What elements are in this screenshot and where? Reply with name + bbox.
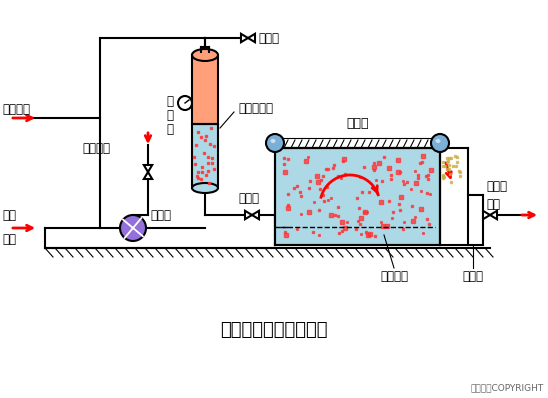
Circle shape <box>120 215 146 241</box>
Text: 东方仿真COPYRIGHT: 东方仿真COPYRIGHT <box>471 383 544 392</box>
Circle shape <box>431 134 449 152</box>
Polygon shape <box>144 165 152 172</box>
Text: 部分溶气气浮工艺流程: 部分溶气气浮工艺流程 <box>220 321 328 339</box>
Circle shape <box>178 96 192 110</box>
Text: 放气阀: 放气阀 <box>258 31 279 45</box>
Text: 气浮池: 气浮池 <box>486 180 507 193</box>
Text: 加压泵: 加压泵 <box>150 209 171 222</box>
Circle shape <box>266 134 284 152</box>
Bar <box>192 55 218 124</box>
Text: 集水系统: 集水系统 <box>380 270 408 283</box>
Polygon shape <box>490 211 497 219</box>
Ellipse shape <box>192 49 218 61</box>
Text: 压
力
表: 压 力 表 <box>167 95 174 136</box>
Text: 化学药剂: 化学药剂 <box>82 142 110 154</box>
Bar <box>192 124 218 188</box>
Text: 气浮池: 气浮池 <box>463 270 483 283</box>
Polygon shape <box>245 211 252 219</box>
Polygon shape <box>144 172 152 179</box>
Polygon shape <box>252 211 259 219</box>
Ellipse shape <box>436 139 441 143</box>
Text: 刮渣机: 刮渣机 <box>346 117 369 130</box>
Polygon shape <box>241 34 248 42</box>
Text: 空气进入: 空气进入 <box>2 103 30 116</box>
Text: 原水: 原水 <box>2 209 16 222</box>
Ellipse shape <box>271 139 276 143</box>
Ellipse shape <box>192 183 218 193</box>
Text: 压力溶气罐: 压力溶气罐 <box>238 101 273 115</box>
Polygon shape <box>483 211 490 219</box>
Bar <box>275 148 440 245</box>
Polygon shape <box>248 34 255 42</box>
Text: 减压阀: 减压阀 <box>238 192 259 205</box>
Text: 进入: 进入 <box>2 233 16 246</box>
Text: 出水: 出水 <box>486 199 500 211</box>
